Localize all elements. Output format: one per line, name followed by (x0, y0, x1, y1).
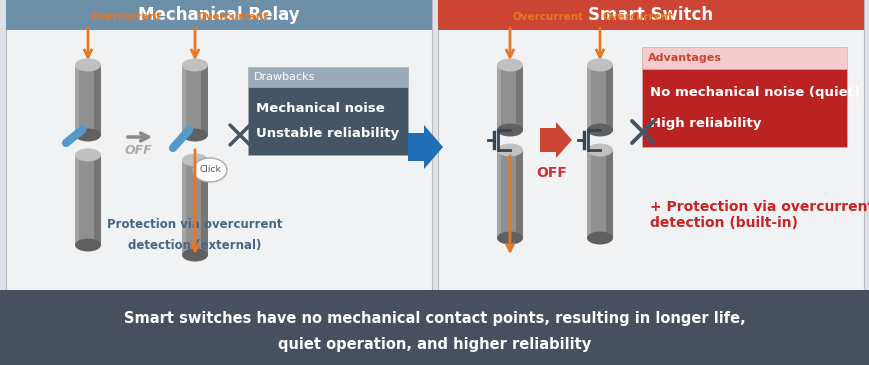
Bar (201, 65, 208, 135)
Bar (496, 65, 522, 130)
Text: Mechanical Relay: Mechanical Relay (138, 6, 300, 24)
Bar (6, 0, 432, 290)
Text: Mechanical noise: Mechanical noise (255, 102, 384, 115)
Text: Drawbacks: Drawbacks (254, 72, 315, 82)
Text: Overcurrent: Overcurrent (91, 12, 162, 22)
Bar (94, 65, 101, 135)
Text: Overcurrent: Overcurrent (513, 12, 583, 22)
Text: OFF: OFF (536, 166, 567, 180)
Bar (587, 150, 590, 238)
Text: Unstable reliability: Unstable reliability (255, 127, 399, 140)
Text: Advantages: Advantages (647, 53, 721, 63)
Bar (437, 0, 863, 290)
Ellipse shape (496, 58, 522, 72)
Bar (75, 65, 79, 135)
Text: No mechanical noise (quiet): No mechanical noise (quiet) (649, 86, 859, 99)
Bar (75, 155, 101, 245)
Text: quiet operation, and higher reliability: quiet operation, and higher reliability (278, 337, 591, 351)
Ellipse shape (182, 58, 208, 72)
Bar (6, 0, 432, 30)
Bar (605, 150, 613, 238)
Bar (182, 160, 186, 255)
Text: Click: Click (199, 165, 221, 174)
Bar (587, 150, 613, 238)
Ellipse shape (75, 238, 101, 251)
Bar (437, 0, 863, 30)
Bar (496, 150, 501, 238)
Ellipse shape (182, 154, 208, 166)
Ellipse shape (193, 158, 227, 182)
Bar (182, 65, 208, 135)
Text: High reliability: High reliability (649, 117, 760, 130)
Ellipse shape (496, 143, 522, 157)
Bar (515, 65, 522, 130)
Bar (75, 65, 101, 135)
Bar (605, 65, 613, 130)
Text: Smart Switch: Smart Switch (587, 6, 713, 24)
Text: + Protection via overcurrent
detection (built-in): + Protection via overcurrent detection (… (649, 200, 869, 230)
Bar (641, 47, 846, 69)
Ellipse shape (587, 231, 613, 245)
Bar (496, 150, 522, 238)
Ellipse shape (587, 123, 613, 137)
Polygon shape (540, 122, 571, 158)
Bar (75, 155, 79, 245)
Bar (587, 65, 590, 130)
Bar (641, 69, 846, 147)
Bar (182, 160, 208, 255)
Ellipse shape (182, 249, 208, 261)
Bar (587, 65, 613, 130)
Ellipse shape (496, 123, 522, 137)
Ellipse shape (496, 231, 522, 245)
Bar (248, 87, 408, 155)
Bar (496, 65, 501, 130)
Bar (248, 67, 408, 87)
Ellipse shape (75, 128, 101, 142)
Bar (0, 290, 869, 365)
Bar (201, 160, 208, 255)
Ellipse shape (587, 58, 613, 72)
Bar (94, 155, 101, 245)
Ellipse shape (75, 58, 101, 72)
Text: OFF: OFF (124, 143, 151, 157)
Text: Smart switches have no mechanical contact points, resulting in longer life,: Smart switches have no mechanical contac… (124, 311, 745, 326)
Ellipse shape (587, 143, 613, 157)
Text: Overcurrent: Overcurrent (602, 12, 673, 22)
Bar (182, 65, 186, 135)
Text: Overcurrent: Overcurrent (198, 12, 269, 22)
Polygon shape (408, 125, 442, 169)
Text: Protection via overcurrent: Protection via overcurrent (107, 219, 282, 231)
Ellipse shape (75, 149, 101, 161)
Ellipse shape (182, 128, 208, 142)
Text: detection (external): detection (external) (128, 238, 262, 251)
Bar (515, 150, 522, 238)
